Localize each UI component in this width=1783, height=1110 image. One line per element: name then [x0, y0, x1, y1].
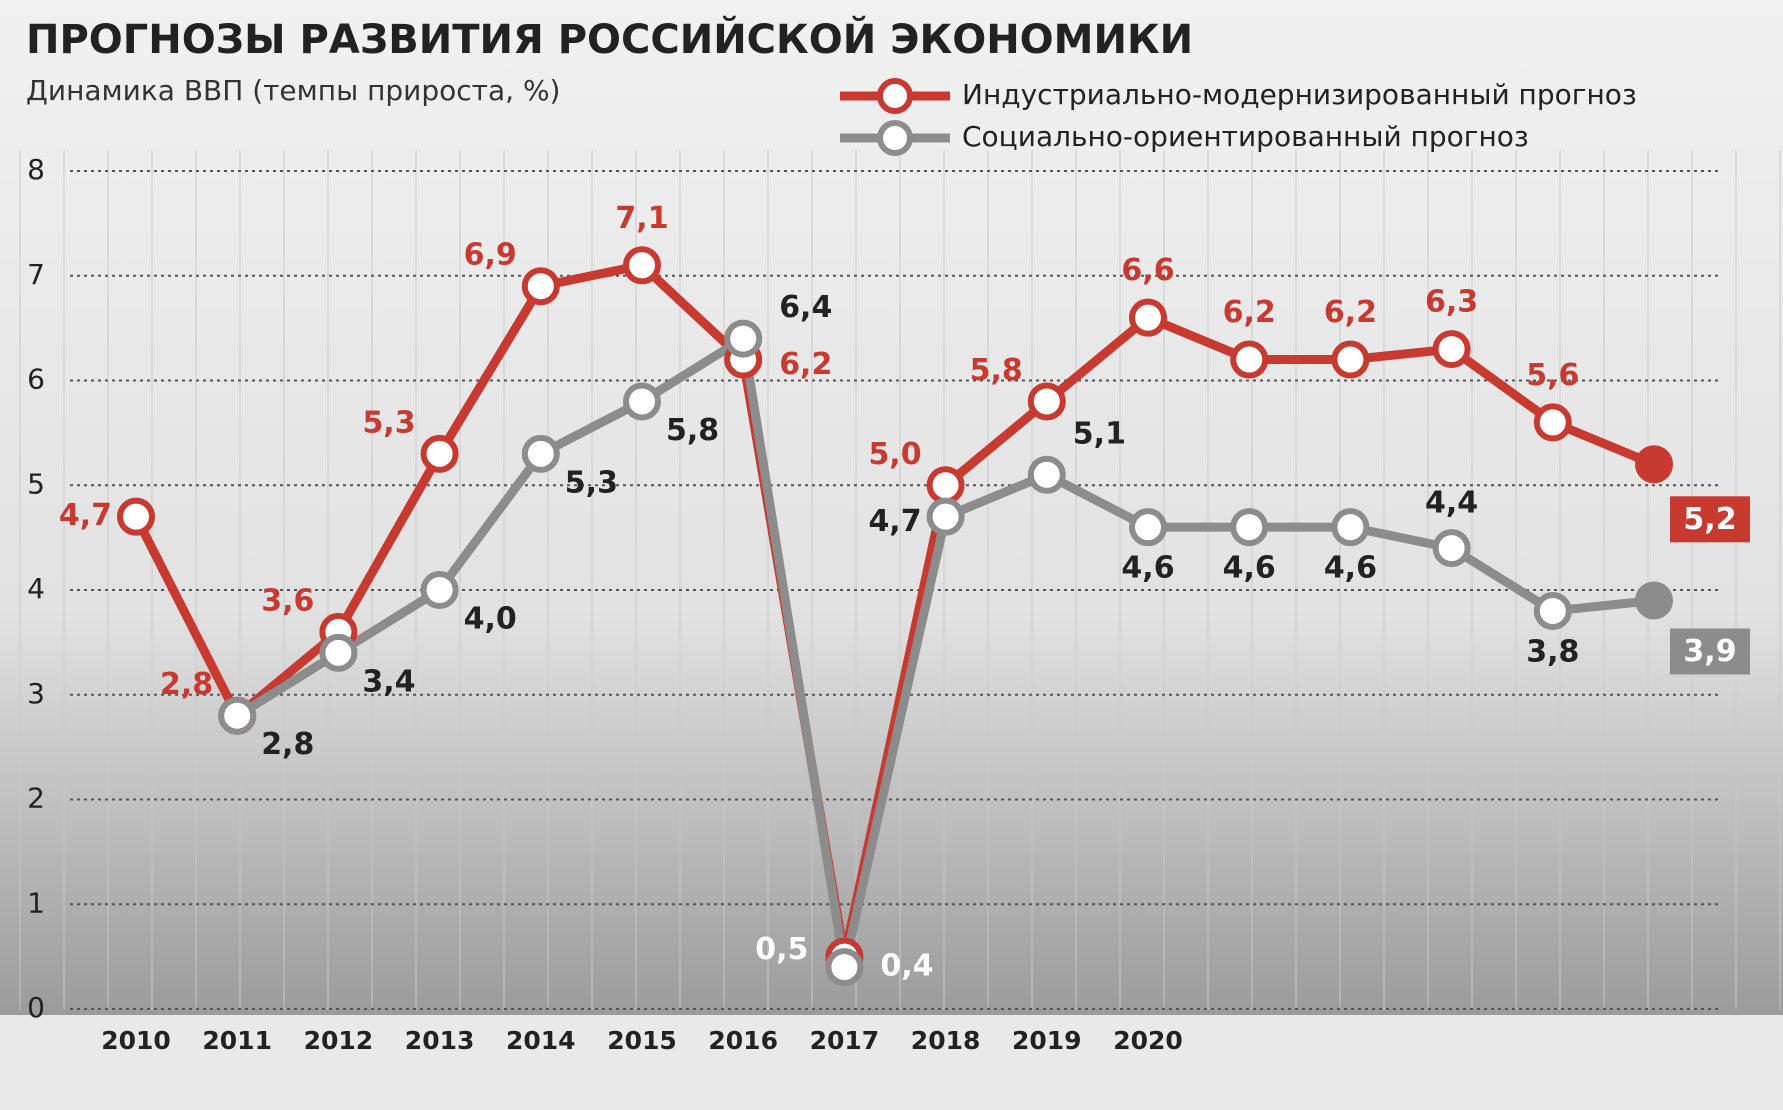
value-label-box — [1670, 496, 1750, 543]
y-tick-label: 0 — [27, 991, 45, 1024]
y-tick-label: 3 — [27, 677, 45, 710]
legend-label: Социально-ориентированный прогноз — [962, 120, 1529, 153]
value-label: 5,0 — [868, 437, 921, 472]
value-label: 4,7 — [868, 504, 921, 539]
marker — [218, 696, 257, 735]
axis-band — [0, 1015, 1783, 1110]
value-label: 6,2 — [1223, 295, 1276, 330]
marker — [724, 319, 763, 358]
marker — [1129, 298, 1167, 337]
value-label: 2,8 — [261, 727, 314, 762]
value-label: 6,9 — [464, 238, 517, 273]
value-label: 3,8 — [1526, 634, 1579, 669]
value-label: 3,9 — [1683, 634, 1736, 669]
x-tick-label: 2012 — [304, 1026, 374, 1055]
x-tick-label: 2015 — [607, 1026, 677, 1055]
marker — [926, 466, 965, 505]
value-label: 4,7 — [59, 498, 112, 533]
value-label: 0,4 — [880, 949, 933, 984]
value-label: 6,6 — [1121, 253, 1174, 288]
legend-marker — [877, 78, 913, 114]
y-tick-label: 5 — [27, 467, 45, 500]
marker — [1027, 382, 1066, 421]
marker — [521, 434, 560, 473]
series-line — [131, 260, 1656, 962]
x-tick-label: 2018 — [911, 1026, 981, 1055]
value-label: 6,3 — [1425, 285, 1478, 320]
marker — [623, 382, 661, 421]
value-label: 6,2 — [1324, 295, 1377, 330]
marker — [825, 948, 864, 987]
marker — [926, 497, 965, 536]
x-tick-label: 2017 — [810, 1026, 880, 1055]
grid — [19, 150, 1781, 1010]
value-label: 5,8 — [666, 413, 719, 448]
value-label: 5,1 — [1073, 416, 1126, 451]
marker — [1230, 340, 1269, 379]
value-label: 3,4 — [362, 664, 415, 699]
marker — [420, 571, 459, 609]
value-label: 4,6 — [1121, 551, 1174, 586]
marker — [1432, 529, 1471, 568]
marker — [1230, 508, 1269, 547]
y-tick-label: 2 — [27, 782, 45, 815]
chart-title: ПРОГНОЗЫ РАЗВИТИЯ РОССИЙСКОЙ ЭКОНОМИКИ — [26, 15, 1193, 63]
marker — [117, 497, 155, 536]
marker — [1635, 581, 1673, 620]
marker — [521, 267, 560, 306]
legend-label: Индустриально-модернизированный прогноз — [962, 78, 1637, 111]
x-tick-label: 2020 — [1113, 1026, 1183, 1055]
marker — [319, 633, 358, 672]
value-label: 5,6 — [1526, 358, 1579, 393]
marker — [1027, 455, 1066, 494]
marker — [420, 434, 459, 473]
marker — [1129, 508, 1167, 547]
value-label: 5,8 — [970, 353, 1023, 388]
value-label: 5,3 — [362, 405, 415, 440]
x-tick-label: 2016 — [708, 1026, 778, 1055]
marker — [1635, 445, 1673, 484]
legend-marker — [877, 120, 913, 156]
value-label: 5,3 — [565, 465, 618, 500]
x-tick-label: 2013 — [405, 1026, 475, 1055]
value-label: 7,1 — [615, 201, 668, 236]
value-label: 4,6 — [1324, 551, 1377, 586]
value-label: 6,4 — [779, 290, 832, 325]
y-tick-label: 7 — [27, 258, 45, 291]
x-tick-label: 2014 — [506, 1026, 576, 1055]
y-tick-label: 4 — [27, 572, 45, 605]
x-tick-label: 2010 — [101, 1026, 171, 1055]
value-label: 5,2 — [1683, 502, 1736, 537]
marker — [1432, 330, 1471, 369]
value-label-box — [1670, 628, 1750, 675]
value-label: 6,2 — [779, 347, 832, 382]
y-tick-label: 6 — [27, 363, 45, 396]
value-label: 4,0 — [464, 602, 517, 637]
chart-subtitle: Динамика ВВП (темпы прироста, %) — [26, 74, 560, 107]
y-tick-label: 8 — [27, 153, 45, 186]
marker — [1533, 591, 1572, 630]
x-tick-label: 2011 — [202, 1026, 272, 1055]
value-label: 0,5 — [755, 932, 808, 967]
x-tick-label: 2019 — [1012, 1026, 1082, 1055]
value-label: 4,6 — [1223, 551, 1276, 586]
marker — [623, 246, 661, 285]
value-label: 3,6 — [261, 583, 314, 618]
marker — [1533, 403, 1572, 442]
marker — [1331, 508, 1370, 547]
marker — [1331, 340, 1370, 379]
value-label: 2,8 — [160, 667, 213, 702]
y-tick-label: 1 — [27, 886, 45, 919]
value-label: 4,4 — [1425, 486, 1478, 521]
